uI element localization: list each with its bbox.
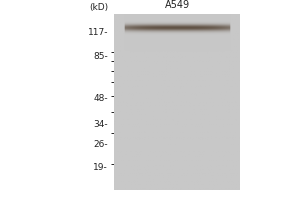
Text: 85-: 85- bbox=[93, 52, 108, 61]
Text: 19-: 19- bbox=[93, 163, 108, 172]
Text: 26-: 26- bbox=[93, 140, 108, 149]
Text: 48-: 48- bbox=[93, 94, 108, 103]
Text: A549: A549 bbox=[164, 0, 190, 10]
Text: (kD): (kD) bbox=[89, 3, 108, 12]
Text: 117-: 117- bbox=[88, 28, 108, 37]
Text: 34-: 34- bbox=[93, 120, 108, 129]
